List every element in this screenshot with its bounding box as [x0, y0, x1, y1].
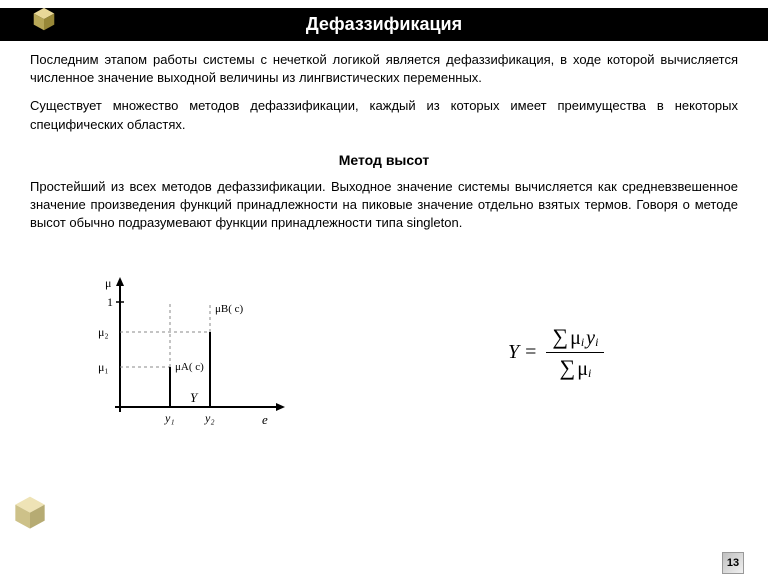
formula: Y = ∑ μ i y i ∑ μ i	[508, 322, 708, 383]
height-method-diagram: 1 μ μ₂ μ₁ μА( c) μВ( c) y₁ y₂ Y е	[80, 262, 300, 442]
formula-numerator: ∑ μ i y i	[546, 322, 604, 353]
sub-i-den: i	[588, 366, 591, 381]
formula-equals: =	[525, 341, 536, 364]
bottom-section: 1 μ μ₂ μ₁ μА( c) μВ( c) y₁ y₂ Y е	[0, 252, 768, 442]
paragraph-method: Простейший из всех методов дефаззификаци…	[30, 178, 738, 233]
x-tick-y2: y₂	[204, 411, 215, 425]
formula-lhs: Y	[508, 341, 519, 364]
cube-icon	[30, 6, 58, 34]
mu-num: μ	[570, 327, 581, 350]
y-tick-1: 1	[107, 295, 113, 309]
bar-label-a: μА( c)	[175, 361, 204, 373]
sigma-icon-den: ∑	[560, 355, 576, 381]
title-bar: Дефаззификация	[0, 8, 768, 41]
y-tick-mu2: μ₂	[98, 325, 109, 339]
page-number-value: 13	[727, 557, 739, 569]
x-tick-y1: y₁	[164, 411, 175, 425]
content-area: Последним этапом работы системы с нечетк…	[0, 41, 768, 232]
subtitle-method: Метод высот	[30, 152, 738, 168]
diagram-svg: 1 μ μ₂ μ₁ μА( c) μВ( c) y₁ y₂ Y е	[80, 262, 300, 442]
sub-i-y: i	[595, 335, 598, 350]
page-number: 13	[722, 552, 744, 574]
sub-i-num: i	[581, 335, 584, 350]
mu-den: μ	[577, 358, 588, 381]
paragraph-intro-2: Существует множество методов дефаззифика…	[30, 97, 738, 133]
formula-denominator: ∑ μ i	[554, 353, 598, 383]
y-tick-mu1: μ₁	[98, 360, 109, 374]
formula-fraction: ∑ μ i y i ∑ μ i	[546, 322, 604, 383]
bar-label-b: μВ( c)	[215, 303, 244, 315]
cube-decoration-icon	[10, 494, 50, 534]
paragraph-intro-1: Последним этапом работы системы с нечетк…	[30, 51, 738, 87]
page-title: Дефаззификация	[306, 14, 462, 34]
y-axis-mu: μ	[105, 276, 111, 290]
x-axis-label: е	[262, 412, 268, 427]
mid-y-label: Y	[190, 390, 199, 405]
y-var: y	[586, 327, 595, 350]
sigma-icon: ∑	[552, 324, 568, 350]
